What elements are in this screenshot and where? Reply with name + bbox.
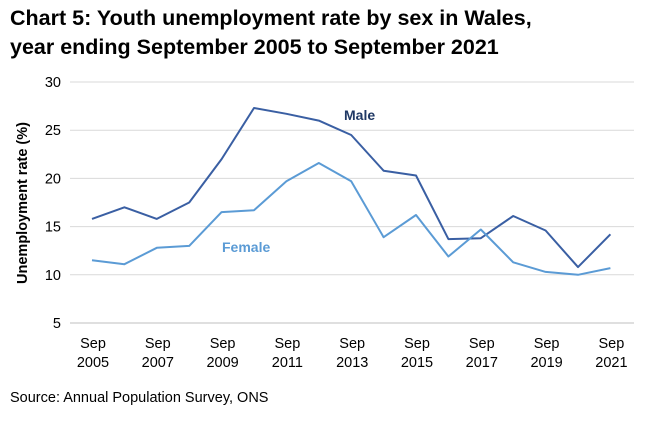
series-lines — [91, 107, 612, 276]
y-tick-label: 5 — [53, 316, 61, 332]
x-tick-label-year: 2007 — [142, 355, 174, 371]
x-tick-label-month: Sep — [274, 336, 300, 352]
series-line-male — [91, 107, 612, 269]
y-tick-label: 25 — [45, 123, 61, 139]
x-tick-label-year: 2009 — [206, 355, 238, 371]
x-tick-label-month: Sep — [339, 336, 365, 352]
series-label-male: Male — [344, 107, 375, 123]
y-tick-label: 30 — [45, 75, 61, 91]
x-tick-label-month: Sep — [145, 336, 171, 352]
series-line-female — [91, 162, 611, 276]
x-tick-label-month: Sep — [210, 336, 236, 352]
x-tick-label-year: 2017 — [466, 355, 498, 371]
gridlines — [70, 81, 634, 324]
y-tick-label: 10 — [45, 268, 61, 284]
x-tick-label-month: Sep — [469, 336, 495, 352]
series-label-female: Female — [222, 239, 270, 255]
y-axis-ticks: 5 10 15 20 25 30 — [45, 75, 61, 332]
y-tick-label: 15 — [45, 220, 61, 236]
chart-title-line2: year ending September 2005 to September … — [10, 35, 499, 59]
y-tick-label: 20 — [45, 171, 61, 187]
chart-title: Chart 5: Youth unemployment rate by sex … — [10, 4, 650, 62]
x-tick-label-year: 2019 — [530, 355, 562, 371]
x-tick-label-month: Sep — [80, 336, 106, 352]
source-note: Source: Annual Population Survey, ONS — [10, 390, 269, 406]
chart-title-line1: Chart 5: Youth unemployment rate by sex … — [10, 6, 532, 30]
x-tick-label-month: Sep — [534, 336, 560, 352]
x-tick-label-year: 2011 — [272, 355, 303, 371]
x-tick-label-month: Sep — [404, 336, 430, 352]
x-tick-label-year: 2015 — [401, 355, 433, 371]
x-axis-ticks: Sep 2005 Sep 2007 Sep 2009 Sep 2011 Sep 2013 Sep 20… — [77, 336, 628, 371]
x-tick-label-month: Sep — [598, 336, 624, 352]
x-tick-label-year: 2005 — [77, 355, 109, 371]
x-tick-label-year: 2021 — [595, 355, 627, 371]
y-axis-label: Unemployment rate (%) — [15, 122, 31, 284]
x-tick-label-year: 2013 — [336, 355, 368, 371]
